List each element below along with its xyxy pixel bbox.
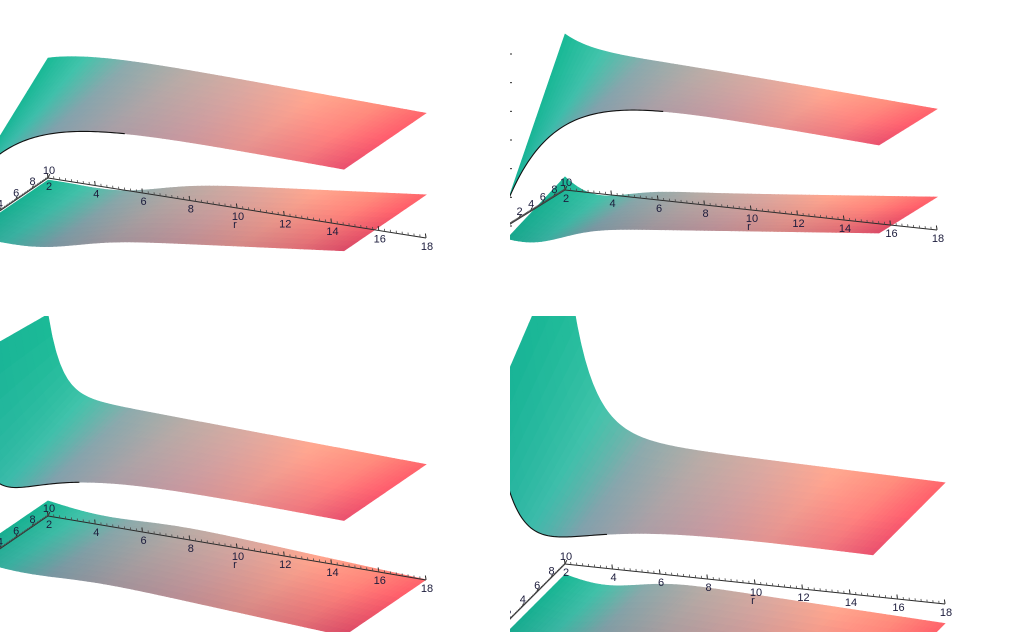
r-axis: 2 4 6 8 10 12 14 16 18 r bbox=[563, 559, 952, 619]
r-tick-label: 2 bbox=[46, 181, 52, 193]
r-tick-label: 18 bbox=[940, 607, 952, 619]
surface-plot-panel-bottom-right: 43210-11086420l24681012141618r bbox=[510, 316, 1019, 632]
r-axis: 2 4 6 8 10 12 14 16 18 r bbox=[46, 173, 433, 253]
upper-surface bbox=[510, 316, 946, 556]
r-axis: 2 4 6 8 10 12 14 16 18 r bbox=[563, 185, 944, 245]
surface-plot-panel-bottom-left: 43210-1-21086420l24681012141618r bbox=[0, 316, 509, 632]
r-tick-label: 14 bbox=[839, 223, 851, 235]
r-tick-label: 4 bbox=[93, 189, 99, 201]
upper-surface bbox=[0, 316, 427, 521]
surface-plot-svg: 43210-11086420l24681012141618r bbox=[510, 316, 952, 632]
r-tick-label: 2 bbox=[563, 567, 569, 579]
l-tick-label: 4 bbox=[520, 594, 526, 606]
r-tick-label: 8 bbox=[188, 543, 194, 555]
r-tick-label: 2 bbox=[46, 519, 52, 531]
l-tick-label: 6 bbox=[13, 187, 19, 199]
l-tick-label: 6 bbox=[534, 580, 540, 592]
r-tick-label: 6 bbox=[656, 203, 662, 215]
r-tick-label: 6 bbox=[140, 535, 146, 547]
r-axis: 2 4 6 8 10 12 14 16 18 r bbox=[46, 511, 433, 595]
l-tick-label: 8 bbox=[551, 184, 557, 196]
r-tick-label: 4 bbox=[609, 198, 615, 210]
surface-plot-svg: 3210-1-2-3108642l24681012141618r bbox=[510, 33, 944, 245]
r-tick-label: 6 bbox=[140, 196, 146, 208]
r-axis-label: r bbox=[233, 219, 237, 231]
r-tick-label: 8 bbox=[188, 204, 194, 216]
l-tick-label: 4 bbox=[0, 199, 3, 211]
l-tick-label: 4 bbox=[528, 199, 534, 211]
intersection-curve bbox=[510, 490, 608, 538]
r-axis-label: r bbox=[747, 221, 751, 233]
r-tick-label: 6 bbox=[658, 577, 664, 589]
r-tick-label: 8 bbox=[702, 208, 708, 220]
r-tick-label: 4 bbox=[610, 572, 616, 584]
surface-plot-panel-top-right: 3210-1-2-3108642l24681012141618r bbox=[510, 0, 1019, 316]
r-tick-label: 10 bbox=[750, 587, 762, 599]
r-tick-label: 18 bbox=[932, 233, 944, 245]
r-tick-label: 16 bbox=[885, 228, 897, 240]
surface-plot-panel-top-left: 3210-1-2-31086420l24681012141618r bbox=[0, 0, 509, 316]
l-tick-label: 10 bbox=[43, 503, 55, 515]
intersection-curve bbox=[510, 109, 664, 198]
r-tick-label: 10 bbox=[232, 551, 244, 563]
r-tick-label: 12 bbox=[279, 219, 291, 231]
l-tick-label: 10 bbox=[560, 551, 572, 563]
surface-plot-svg: 3210-1-2-31086420l24681012141618r bbox=[0, 56, 433, 253]
r-tick-label: 14 bbox=[845, 597, 857, 609]
l-tick-label: 8 bbox=[30, 514, 36, 526]
upper-surface bbox=[510, 33, 938, 197]
r-tick-label: 18 bbox=[421, 241, 433, 253]
r-tick-label: 10 bbox=[232, 211, 244, 223]
l-tick-label: 2 bbox=[510, 609, 511, 621]
l-tick-label: 8 bbox=[549, 565, 555, 577]
l-tick-label: 6 bbox=[13, 525, 19, 537]
r-tick-label: 14 bbox=[326, 567, 338, 579]
intersection-curve bbox=[0, 130, 125, 155]
lower-surface bbox=[0, 179, 427, 252]
r-tick-label: 14 bbox=[326, 226, 338, 238]
l-tick-label: 10 bbox=[43, 165, 55, 177]
surface-plot-svg: 43210-1-21086420l24681012141618r bbox=[0, 316, 433, 632]
l-axis: 108642l bbox=[510, 177, 572, 225]
l-axis: 1086420l bbox=[0, 503, 55, 550]
lower-surface bbox=[510, 574, 946, 632]
r-axis-label: r bbox=[233, 559, 237, 571]
l-tick-label: 10 bbox=[560, 177, 572, 189]
lower-surface bbox=[510, 176, 939, 243]
z-axis: 3210-1-2-3 bbox=[510, 53, 512, 227]
r-tick-label: 16 bbox=[374, 234, 386, 246]
lower-surface bbox=[0, 500, 427, 632]
r-axis-label: r bbox=[751, 595, 755, 607]
r-tick-label: 10 bbox=[746, 213, 758, 225]
r-tick-label: 2 bbox=[563, 193, 569, 205]
r-tick-label: 12 bbox=[792, 218, 804, 230]
l-tick-label: 4 bbox=[0, 537, 3, 549]
r-tick-label: 8 bbox=[705, 582, 711, 594]
r-tick-label: 12 bbox=[279, 559, 291, 571]
r-tick-label: 16 bbox=[892, 602, 904, 614]
upper-surface bbox=[0, 56, 427, 170]
l-axis: 1086420l bbox=[510, 551, 572, 621]
r-tick-label: 4 bbox=[93, 527, 99, 539]
r-tick-label: 16 bbox=[374, 575, 386, 587]
l-tick-label: 8 bbox=[30, 176, 36, 188]
l-tick-label: 2 bbox=[517, 206, 523, 218]
intersection-curve bbox=[0, 481, 80, 489]
r-tick-label: 18 bbox=[421, 583, 433, 595]
r-tick-label: 12 bbox=[797, 592, 809, 604]
l-tick-label: 6 bbox=[540, 191, 546, 203]
